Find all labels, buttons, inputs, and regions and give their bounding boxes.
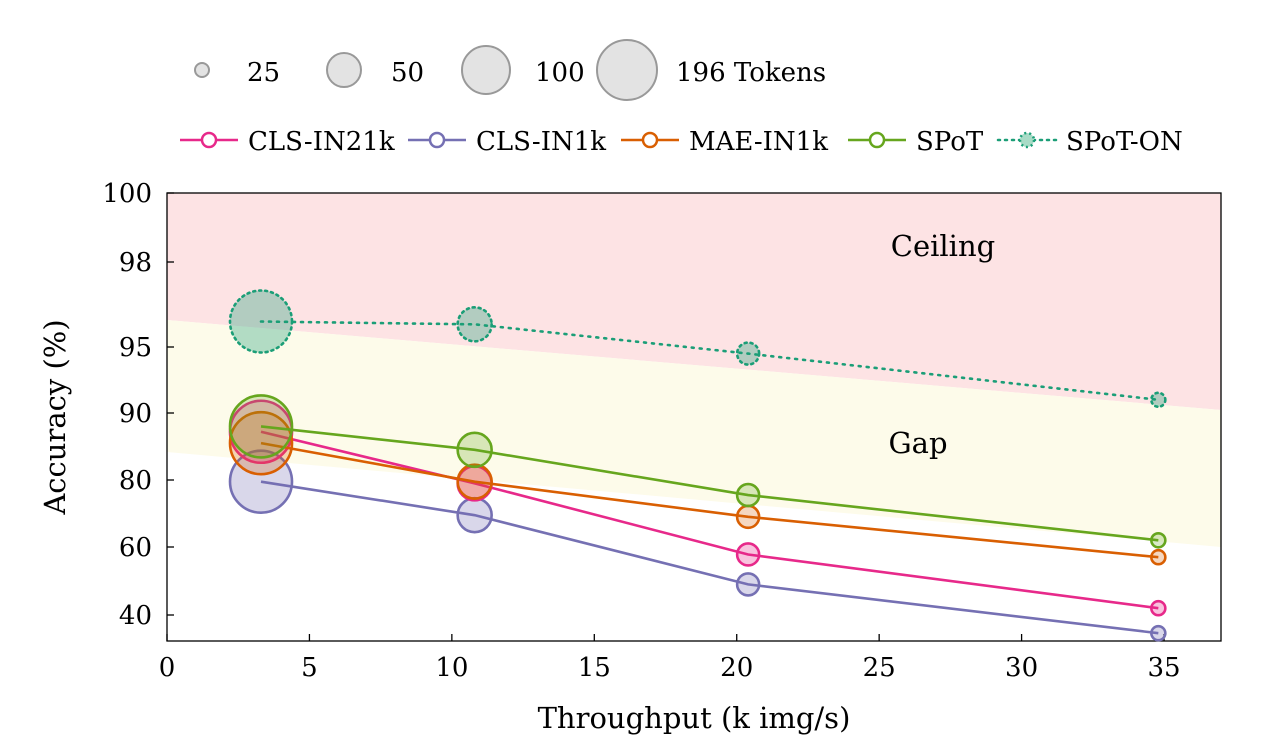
point-cls-in1k-100 [456, 496, 493, 534]
point-mae-in1k-100 [456, 463, 493, 500]
x-tick-label-10: 10 [435, 653, 468, 683]
series-legend: CLS-IN21k CLS-IN1k MAE-IN1k SPoT SPoT-ON [180, 127, 1183, 157]
point-cls-in1k-25 [1150, 624, 1167, 642]
y-tick-label-80: 80 [119, 466, 152, 496]
series-line-spot [260, 425, 1159, 542]
size-legend: 25 50 100 196 Tokens [194, 39, 826, 101]
size-legend-marker-50 [326, 52, 362, 88]
legend-label-cls-in1k: CLS-IN1k [476, 127, 606, 157]
size-legend-marker-100 [461, 45, 511, 95]
size-legend-marker-196 [596, 39, 658, 101]
x-axis-title: Throughput (k img/s) [538, 701, 851, 735]
series-line-cls-in21k [260, 430, 1159, 610]
point-mae-in1k-25 [1150, 548, 1167, 566]
gap-label: Gap [888, 426, 947, 460]
point-cls-in21k-25 [1150, 599, 1167, 617]
y-tick-label-95: 95 [119, 333, 152, 363]
point-mae-in1k-50 [735, 504, 761, 530]
x-tick-label-5: 5 [301, 653, 318, 683]
ticks-layer: 0 5 10 15 20 25 30 35 40 60 80 90 95 98 100 [102, 179, 1180, 683]
point-cls-in1k-196 [228, 449, 294, 514]
point-spot-on-25 [1150, 391, 1167, 409]
legend-label-mae-in1k: MAE-IN1k [689, 127, 828, 157]
size-legend-label-100: 100 [535, 58, 585, 88]
point-spot-50 [735, 482, 761, 508]
ceiling-region [167, 193, 1221, 410]
size-legend-marker-25 [194, 62, 210, 78]
series-line-cls-in1k [260, 480, 1159, 635]
legend-marker-cls-in1k [428, 131, 446, 149]
point-cls-in1k-50 [735, 572, 761, 597]
point-cls-in21k-50 [735, 542, 761, 567]
x-tick-label-35: 35 [1147, 653, 1180, 683]
legend-marker-cls-in21k [200, 131, 218, 149]
legend-marker-spot [868, 131, 886, 149]
y-tick-label-100: 100 [102, 179, 152, 209]
point-spot-100 [456, 431, 493, 469]
y-tick-label-40: 40 [119, 601, 152, 631]
point-spot-on-100 [456, 306, 493, 343]
point-spot-on-50 [735, 341, 761, 366]
x-tick-label-25: 25 [863, 653, 896, 683]
legend-label-spot-on: SPoT-ON [1066, 127, 1183, 157]
x-tick-label-20: 20 [720, 653, 753, 683]
legend-label-spot: SPoT [916, 127, 984, 157]
point-spot-on-196 [228, 289, 294, 354]
series-line-mae-in1k [260, 441, 1159, 559]
y-tick-label-60: 60 [119, 533, 152, 563]
point-spot-196 [228, 394, 294, 459]
legend-marker-spot-on [1018, 131, 1036, 149]
x-tick-label-0: 0 [159, 653, 176, 683]
size-legend-label-196: 196 Tokens [676, 58, 826, 88]
legend-marker-mae-in1k [641, 131, 659, 149]
y-axis-title: Accuracy (%) [38, 319, 72, 515]
plot-frame [166, 192, 1222, 642]
size-legend-label-50: 50 [391, 58, 424, 88]
series-line-spot-on [259, 320, 1160, 402]
x-tick-label-30: 30 [1005, 653, 1038, 683]
size-legend-label-25: 25 [247, 58, 280, 88]
point-spot-25 [1150, 531, 1167, 549]
series-layer [228, 289, 1167, 642]
legend-label-cls-in21k: CLS-IN21k [248, 127, 395, 157]
ceiling-label: Ceiling [891, 229, 995, 263]
x-tick-label-15: 15 [578, 653, 611, 683]
gap-region [167, 320, 1221, 547]
y-tick-label-98: 98 [119, 248, 152, 278]
y-tick-label-90: 90 [119, 399, 152, 429]
